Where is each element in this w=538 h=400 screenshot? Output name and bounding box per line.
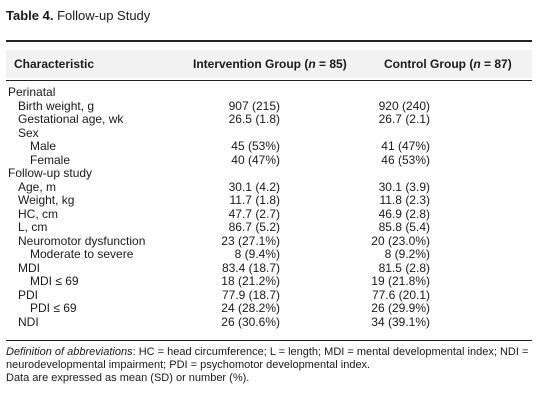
header-cell: Intervention Group (n = 85) <box>193 50 347 78</box>
header-text: = 87) <box>480 57 512 71</box>
row-label: Follow-up study <box>8 166 93 180</box>
cell-value: 46 (53%) <box>381 152 430 167</box>
table-row: Gestational age, wk 26.5 (1.8) 26.7 (2.1) <box>6 113 532 126</box>
cell-value: 19 (21.8%) <box>371 274 430 288</box>
header-text: n <box>308 57 316 71</box>
table-row: Follow-up study <box>6 167 532 180</box>
title-text: Follow-up Study <box>57 8 151 23</box>
cell-value: 11.7 (1.8) <box>229 193 280 207</box>
cell-value: 26.7 (2.1) <box>378 112 430 126</box>
table-title: Table 4. Follow-up Study <box>6 8 150 23</box>
header-rule <box>6 80 532 81</box>
table-row: L, cm 86.7 (5.2) 85.8 (5.4) <box>6 221 532 234</box>
cell-value: 26.5 (1.8) <box>228 112 280 126</box>
row-label: Birth weight, g <box>18 98 95 113</box>
table-row: Birth weight, g 907 (215) 920 (240) <box>6 98 532 113</box>
cell-value: 30.1 (4.2) <box>228 179 280 194</box>
row-label: Perinatal <box>8 85 56 99</box>
top-rule <box>6 40 532 42</box>
row-label: MDI <box>18 260 40 275</box>
header-cell: Control Group (n = 87) <box>384 50 512 78</box>
row-label: Moderate to severe <box>30 247 134 261</box>
cell-value: 26 (29.9%) <box>371 301 430 315</box>
table-row: NDI 26 (30.6%) 34 (39.1%) <box>6 314 532 329</box>
table-row: Female 40 (47%) 46 (53%) <box>6 152 532 167</box>
table-row: Perinatal <box>6 86 532 99</box>
cell-value: 26 (30.6%) <box>221 314 280 329</box>
cell-value: 40 (47%) <box>231 152 280 167</box>
footnote: Definition of abbreviations: HC = head c… <box>6 346 534 372</box>
cell-value: 23 (27.1%) <box>221 233 280 248</box>
footnote-text: : HC = head circumference; L = length; M… <box>6 346 529 371</box>
cell-value: 920 (240) <box>378 98 430 113</box>
table-row: Weight, kg 11.7 (1.8) 11.8 (2.3) <box>6 194 532 207</box>
cell-value: 18 (21.2%) <box>221 274 280 288</box>
row-label: Sex <box>18 125 39 140</box>
table-row: Moderate to severe 8 (9.4%) 8 (9.2%) <box>6 248 532 261</box>
table-row: HC, cm 47.7 (2.7) 46.9 (2.8) <box>6 206 532 221</box>
cell-value: 8 (9.4%) <box>234 247 280 261</box>
cell-value: 34 (39.1%) <box>371 314 430 329</box>
cell-value: 907 (215) <box>228 98 280 113</box>
cell-value: 46.9 (2.8) <box>378 206 430 221</box>
row-label: NDI <box>18 314 39 329</box>
row-label: HC, cm <box>18 206 58 221</box>
table-row: Male 45 (53%) 41 (47%) <box>6 140 532 153</box>
cell-value: 20 (23.0%) <box>371 233 430 248</box>
cell-value: 77.6 (20.1) <box>371 287 430 302</box>
cell-value: 8 (9.2%) <box>384 247 430 261</box>
table-row: PDI 77.9 (18.7) 77.6 (20.1) <box>6 287 532 302</box>
cell-value: 45 (53%) <box>231 139 280 153</box>
row-label: Male <box>30 139 57 153</box>
header-text: Control Group ( <box>384 57 474 71</box>
title-label: Table 4. <box>6 8 54 23</box>
footnote: Data are expressed as mean (SD) or numbe… <box>6 372 534 385</box>
header-text: n <box>473 57 481 71</box>
cell-value: 47.7 (2.7) <box>228 206 280 221</box>
row-label: PDI ≤ 69 <box>30 301 77 315</box>
footnote-term: Definition of abbreviations <box>6 346 133 358</box>
table-row: MDI 83.4 (18.7) 81.5 (2.8) <box>6 260 532 275</box>
row-label: PDI <box>18 287 39 302</box>
table-row: Neuromotor dysfunction 23 (27.1%) 20 (23.0… <box>6 233 532 248</box>
row-label: L, cm <box>18 220 48 234</box>
row-label: MDI ≤ 69 <box>30 274 79 288</box>
row-label: Female <box>30 152 71 167</box>
table-row: MDI ≤ 69 18 (21.2%) 19 (21.8%) <box>6 275 532 288</box>
cell-value: 81.5 (2.8) <box>378 260 430 275</box>
cell-value: 41 (47%) <box>381 139 430 153</box>
row-label: Neuromotor dysfunction <box>18 233 146 248</box>
cell-value: 85.8 (5.4) <box>378 220 430 234</box>
table-row: Sex <box>6 125 532 140</box>
cell-value: 83.4 (18.7) <box>221 260 280 275</box>
header-cell: Characteristic <box>14 50 95 78</box>
table-row: PDI ≤ 69 24 (28.2%) 26 (29.9%) <box>6 302 532 315</box>
header-text: Intervention Group ( <box>193 57 309 71</box>
cell-value: 24 (28.2%) <box>221 301 280 315</box>
cell-value: 86.7 (5.2) <box>228 220 280 234</box>
row-label: Age, m <box>18 179 57 194</box>
cell-value: 30.1 (3.9) <box>378 179 430 194</box>
row-label: Gestational age, wk <box>18 112 124 126</box>
header-text: Characteristic <box>14 57 95 71</box>
row-label: Weight, kg <box>18 193 75 207</box>
cell-value: 11.8 (2.3) <box>379 193 430 207</box>
header-text: = 85) <box>315 57 347 71</box>
table-row: Age, m 30.1 (4.2) 30.1 (3.9) <box>6 179 532 194</box>
footnote-text: Data are expressed as mean (SD) or numbe… <box>6 372 250 384</box>
cell-value: 77.9 (18.7) <box>221 287 280 302</box>
bottom-rule <box>6 340 532 341</box>
